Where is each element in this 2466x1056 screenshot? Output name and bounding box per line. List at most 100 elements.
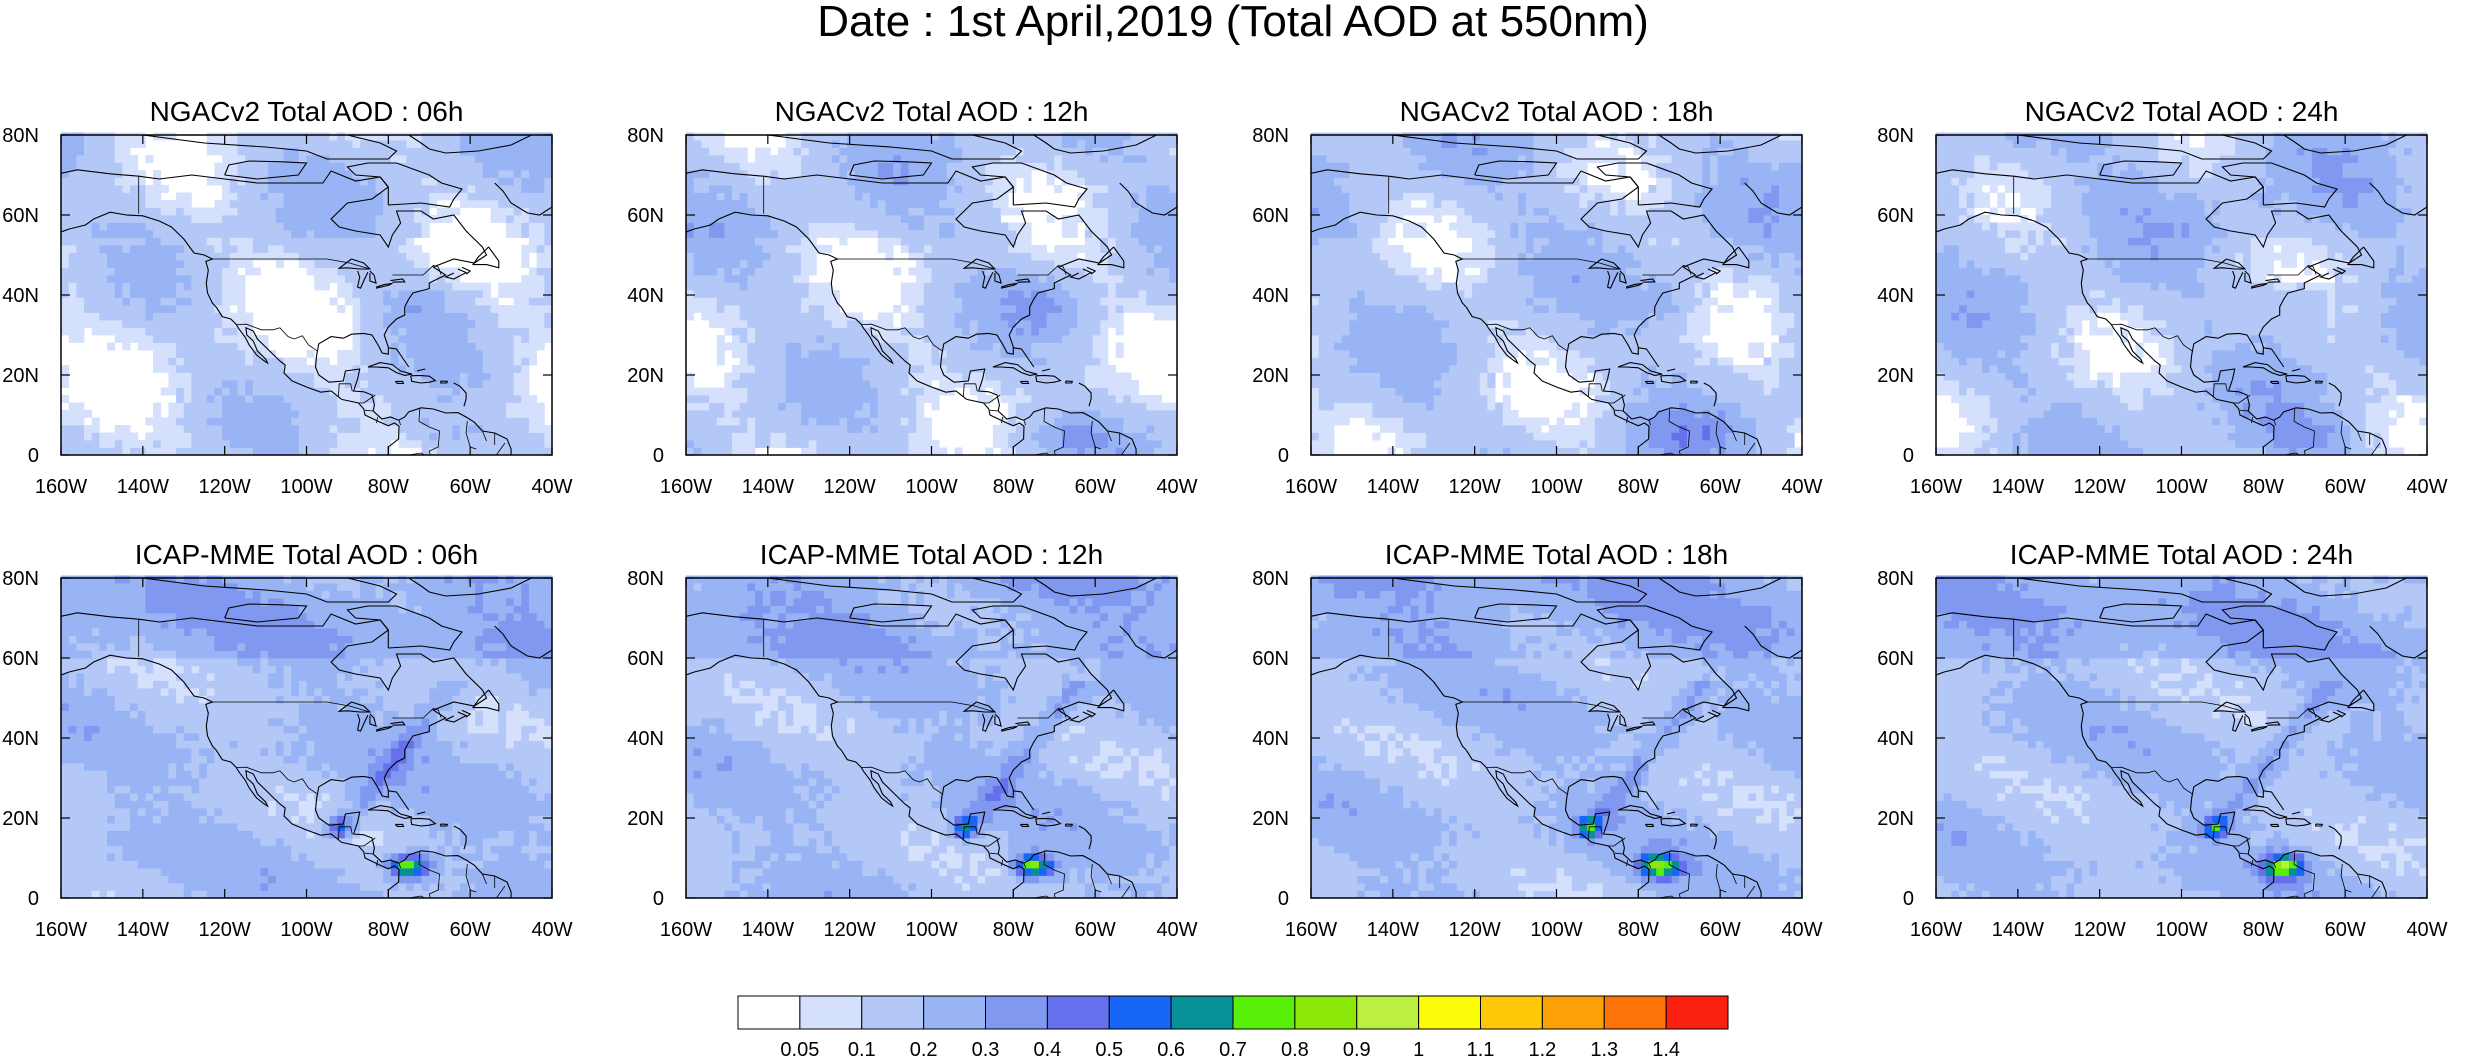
aod-cell (138, 253, 146, 261)
aod-cell (537, 170, 545, 178)
aod-cell (747, 268, 755, 276)
aod-cell (475, 350, 483, 358)
aod-cell (1334, 268, 1342, 276)
aod-cell (544, 283, 552, 291)
aod-cell (962, 275, 970, 283)
aod-cell (437, 320, 445, 328)
aod-cell (391, 410, 399, 418)
aod-cell (747, 343, 755, 351)
aod-cell (506, 305, 514, 313)
aod-cell (314, 283, 322, 291)
aod-cell (686, 403, 694, 411)
aod-cell (291, 170, 299, 178)
aod-cell (1070, 358, 1078, 366)
aod-cell (1039, 395, 1047, 403)
aod-cell (153, 425, 161, 433)
aod-cell (985, 140, 993, 148)
aod-cell (445, 133, 453, 141)
aod-cell (475, 140, 483, 148)
aod-cell (1311, 320, 1319, 328)
aod-cell (709, 395, 717, 403)
aod-cell (1342, 298, 1350, 306)
aod-cell (985, 170, 993, 178)
aod-cell (376, 403, 384, 411)
aod-cell (138, 260, 146, 268)
aod-cell (939, 313, 947, 321)
aod-cell (230, 245, 238, 253)
aod-cell (993, 200, 1001, 208)
aod-cell (414, 440, 422, 448)
aod-cell (855, 185, 863, 193)
aod-cell (724, 223, 732, 231)
aod-cell (1024, 320, 1032, 328)
aod-cell (717, 290, 725, 298)
aod-cell (222, 268, 230, 276)
aod-cell (801, 410, 809, 418)
aod-cell (1039, 365, 1047, 373)
aod-cell (368, 223, 376, 231)
aod-cell (161, 253, 169, 261)
aod-cell (276, 373, 284, 381)
aod-cell (437, 350, 445, 358)
aod-cell (383, 305, 391, 313)
aod-cell (514, 328, 522, 336)
aod-cell (1311, 298, 1319, 306)
aod-cell (506, 380, 514, 388)
aod-cell (483, 133, 491, 141)
aod-cell (724, 200, 732, 208)
aod-cell (770, 433, 778, 441)
aod-cell (191, 320, 199, 328)
aod-cell (955, 320, 963, 328)
aod-cell (747, 358, 755, 366)
aod-cell (1146, 418, 1154, 426)
aod-cell (314, 185, 322, 193)
aod-cell (1100, 433, 1108, 441)
aod-cell (962, 178, 970, 186)
aod-cell (452, 440, 460, 448)
aod-cell (345, 148, 353, 156)
aod-cell (222, 418, 230, 426)
aod-cell (1334, 328, 1342, 336)
aod-cell (176, 253, 184, 261)
aod-cell (1100, 365, 1108, 373)
aod-cell (145, 253, 153, 261)
aod-cell (1123, 305, 1131, 313)
aod-cell (832, 163, 840, 171)
aod-cell (1169, 253, 1177, 261)
aod-cell (801, 283, 809, 291)
aod-cell (1311, 380, 1319, 388)
aod-cell (1085, 290, 1093, 298)
aod-cell (793, 193, 801, 201)
aod-cell (199, 433, 207, 441)
aod-cell (778, 260, 786, 268)
aod-cell (885, 208, 893, 216)
aod-cell (521, 260, 529, 268)
aod-cell (993, 148, 1001, 156)
aod-cell (92, 440, 100, 448)
aod-cell (322, 373, 330, 381)
aod-cell (214, 418, 222, 426)
aod-cell (1311, 358, 1319, 366)
aod-cell (291, 193, 299, 201)
aod-cell (498, 208, 506, 216)
map-panel: NGACv2 Total AOD : 12h160W 140W 120W 100W 80… (627, 96, 1197, 498)
aod-cell (1146, 298, 1154, 306)
aod-cell (1162, 253, 1170, 261)
aod-cell (268, 425, 276, 433)
aod-cell (1154, 313, 1162, 321)
aod-cell (168, 215, 176, 223)
aod-cell (521, 380, 529, 388)
aod-cell (1024, 260, 1032, 268)
aod-cell (801, 223, 809, 231)
aod-cell (763, 403, 771, 411)
aod-cell (947, 260, 955, 268)
aod-cell (893, 238, 901, 246)
aod-cell (130, 260, 138, 268)
aod-cell (1093, 200, 1101, 208)
aod-cell (694, 238, 702, 246)
aod-cell (1139, 290, 1147, 298)
aod-cell (222, 305, 230, 313)
aod-cell (732, 290, 740, 298)
aod-cell (978, 320, 986, 328)
aod-cell (207, 433, 215, 441)
